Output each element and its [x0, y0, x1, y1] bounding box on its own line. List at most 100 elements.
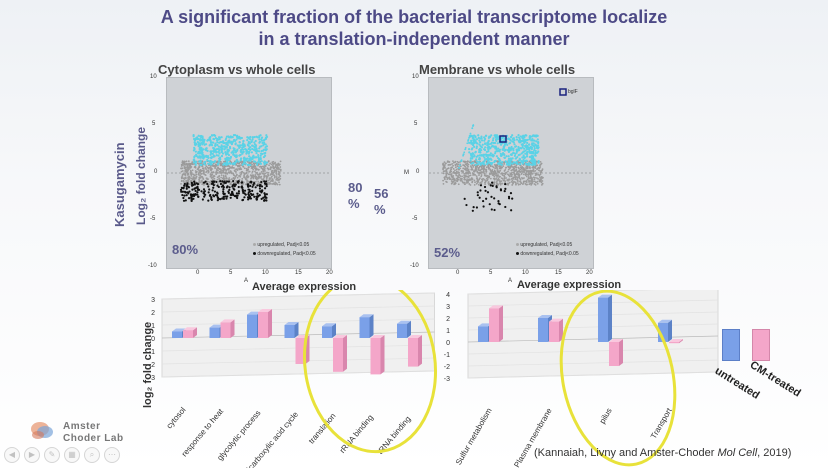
scatter-point-up — [258, 134, 261, 137]
bar-side — [268, 309, 272, 338]
scatter-point-gray — [450, 175, 453, 178]
scatter-point-up — [523, 147, 526, 150]
bar-gridline — [467, 359, 719, 367]
scatter-point-gray — [208, 183, 210, 186]
scatter-point-gray — [535, 172, 538, 175]
pen-icon[interactable]: ✎ — [44, 447, 60, 463]
scatter-point-up — [513, 138, 516, 142]
scatter-point-gray — [530, 182, 533, 185]
scatter-point-gray — [528, 180, 531, 183]
scatter-point-up — [209, 135, 212, 139]
slides-grid-icon[interactable]: ▦ — [64, 447, 80, 463]
scatter-point-gray — [191, 173, 193, 176]
more-options-icon[interactable]: ⋯ — [104, 447, 120, 463]
scatter-point-up — [469, 132, 472, 135]
scatter-point-up — [215, 154, 218, 157]
scatter-point-up — [513, 143, 516, 146]
scatter-point-down — [227, 190, 230, 193]
scatter-point-gray — [185, 160, 188, 163]
scatter-point-up — [511, 134, 514, 137]
scatter-point-gray — [260, 167, 263, 170]
scatter-point-gray — [456, 160, 459, 163]
scatter-point-up — [234, 139, 237, 142]
scatter-point-gray — [265, 163, 268, 166]
scatter-point-gray — [480, 178, 483, 181]
scatter-point-down — [260, 191, 263, 194]
scatter-point-up — [209, 141, 213, 144]
scatter-point-up — [485, 150, 489, 153]
scatter-point-gray — [534, 181, 537, 184]
scatter-point-up — [249, 138, 252, 141]
scatter-point-up — [197, 141, 200, 145]
scatter-point-gray — [532, 170, 535, 172]
scatter-point-up — [483, 139, 486, 142]
scatter-point-gray — [278, 176, 280, 179]
scatter-point-down — [497, 199, 500, 203]
scatter-point-up — [526, 141, 529, 145]
scatter-point-gray — [192, 176, 195, 178]
scatter-point-up — [521, 144, 524, 147]
scatter-point-gray — [510, 175, 513, 178]
scatter-point-down — [491, 184, 494, 187]
scatter-point-up — [237, 160, 240, 163]
scatter-point-up — [212, 133, 216, 137]
scatter-point-gray — [197, 173, 200, 176]
scatter-point-up — [224, 157, 227, 160]
scatter-point-gray — [538, 179, 541, 182]
zoom-icon[interactable]: ⌕ — [84, 447, 100, 463]
scatter-point-gray — [240, 164, 242, 167]
scatter-point-gray — [448, 176, 451, 179]
scatter-point-gray — [220, 168, 222, 171]
scatter-point-gray — [464, 178, 467, 181]
left-ytick-4: -10 — [148, 263, 157, 269]
scatter-point-up — [247, 159, 251, 162]
scatter-point-gray — [276, 183, 279, 186]
scatter-point-up — [238, 146, 241, 149]
scatter-point-gray — [497, 177, 500, 180]
scatter-point-up — [263, 163, 266, 166]
scatter-point-up — [527, 148, 531, 151]
scatter-point-down — [216, 199, 219, 202]
scatter-point-up — [216, 141, 219, 144]
scatter-point-gray — [541, 168, 544, 171]
scatter-point-up — [512, 149, 515, 152]
bar-side — [294, 322, 299, 338]
scatter-point-up — [479, 137, 482, 140]
scatter-point-up — [484, 146, 487, 149]
scatter-point-gray — [198, 180, 201, 183]
scatter-point-gray — [529, 174, 532, 176]
scatter-point-up — [475, 155, 478, 158]
scatter-point-up — [218, 136, 222, 139]
scatter-point-down — [249, 192, 253, 195]
scatter-point-gray — [520, 173, 523, 175]
scatter-point-gray — [465, 167, 468, 169]
scatter-point-up — [527, 163, 531, 167]
bar-untreated-plasma-membrane — [538, 318, 548, 342]
scatter-point-gray — [520, 166, 523, 169]
scatter-point-gray — [241, 183, 244, 186]
scatter-point-gray — [461, 180, 463, 182]
scatter-point-gray — [539, 166, 542, 168]
scatter-point-up — [235, 159, 238, 162]
scatter-point-gray — [275, 175, 278, 177]
scatter-point-gray — [507, 170, 509, 173]
scatter-point-up — [478, 139, 481, 142]
scatter-point-gray — [225, 177, 228, 180]
left-xaxis-small: A — [244, 278, 249, 284]
scatter-point-down — [265, 199, 268, 202]
scatter-point-gray — [180, 170, 183, 173]
scatter-point-down — [203, 195, 206, 198]
bar-cm-glycolytic-process — [258, 312, 268, 338]
scatter-point-gray — [199, 169, 201, 172]
prev-slide-icon[interactable]: ◀ — [4, 447, 20, 463]
scatter-point-up — [535, 146, 539, 149]
scatter-point-up — [258, 140, 262, 143]
scatter-point-up — [199, 159, 202, 162]
scatter-point-up — [214, 137, 218, 140]
scatter-point-up — [236, 148, 239, 151]
bar-gridline — [467, 371, 719, 379]
scatter-point-up — [515, 136, 518, 139]
next-slide-icon[interactable]: ▶ — [24, 447, 40, 463]
right-xtick-4: 20 — [586, 270, 593, 276]
scatter-point-gray — [191, 161, 194, 163]
